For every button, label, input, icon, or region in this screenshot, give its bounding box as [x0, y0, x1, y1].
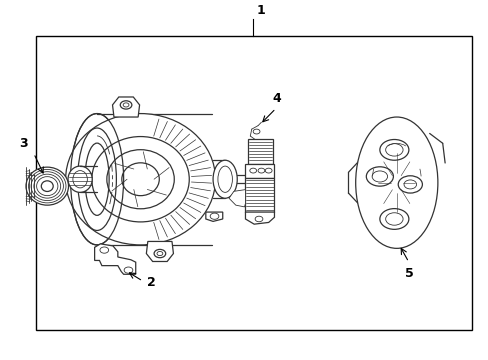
Ellipse shape [379, 208, 408, 229]
Polygon shape [245, 177, 274, 212]
Polygon shape [146, 242, 173, 261]
Text: 2: 2 [146, 276, 155, 289]
Ellipse shape [403, 180, 416, 189]
Ellipse shape [379, 139, 408, 160]
Ellipse shape [385, 213, 402, 225]
Ellipse shape [120, 101, 132, 109]
Text: 4: 4 [272, 92, 281, 105]
Ellipse shape [70, 113, 123, 245]
Polygon shape [205, 212, 223, 221]
Ellipse shape [210, 213, 219, 219]
Ellipse shape [26, 167, 68, 205]
Ellipse shape [68, 166, 92, 192]
Ellipse shape [371, 171, 387, 182]
Ellipse shape [218, 166, 232, 192]
Polygon shape [228, 190, 245, 207]
Ellipse shape [106, 150, 174, 209]
Ellipse shape [122, 163, 159, 195]
Polygon shape [95, 244, 136, 274]
Ellipse shape [41, 181, 53, 192]
Ellipse shape [397, 176, 422, 193]
Ellipse shape [213, 160, 237, 198]
Ellipse shape [385, 144, 402, 156]
Ellipse shape [157, 252, 163, 256]
Ellipse shape [154, 249, 165, 258]
Polygon shape [248, 139, 272, 164]
Ellipse shape [123, 103, 129, 107]
Ellipse shape [92, 136, 189, 222]
Ellipse shape [65, 113, 215, 245]
Polygon shape [245, 212, 274, 224]
Polygon shape [112, 97, 139, 117]
Polygon shape [245, 164, 274, 177]
Text: 1: 1 [256, 4, 265, 17]
Ellipse shape [366, 167, 393, 186]
Text: 3: 3 [19, 137, 28, 150]
Text: 5: 5 [405, 267, 413, 280]
Bar [36, 36, 471, 329]
Ellipse shape [73, 171, 87, 188]
Ellipse shape [355, 117, 437, 248]
